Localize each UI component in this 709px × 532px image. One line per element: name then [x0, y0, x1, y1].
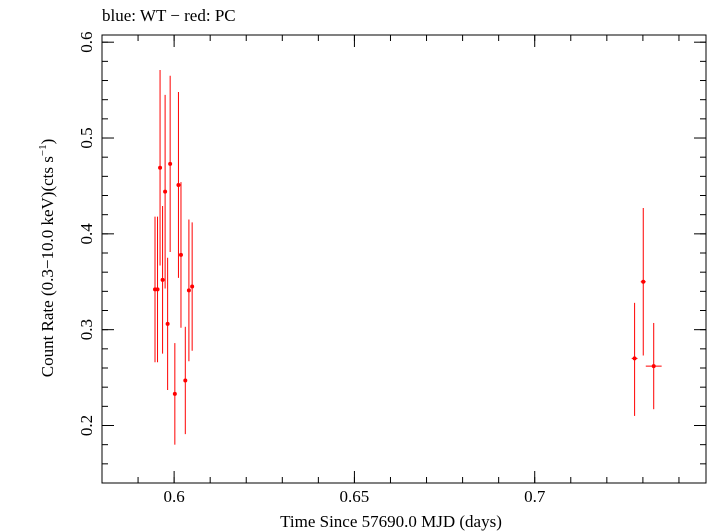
data-marker	[176, 182, 181, 187]
x-tick-label: 0.65	[340, 487, 370, 506]
x-tick-label: 0.7	[524, 487, 546, 506]
data-point	[163, 94, 168, 289]
data-point	[640, 207, 646, 356]
x-axis-label: Time Since 57690.0 MJD (days)	[280, 512, 502, 531]
data-point	[190, 222, 195, 351]
data-marker	[641, 279, 646, 284]
data-marker	[158, 165, 163, 170]
data-marker	[163, 189, 168, 194]
y-tick-label: 0.4	[77, 223, 96, 245]
data-marker	[165, 321, 170, 326]
data-point	[168, 75, 173, 253]
data-marker	[172, 391, 177, 396]
y-axis-label-main: Count Rate (0.3−10.0 keV)(cts s	[38, 156, 57, 377]
x-tick-label: 0.6	[163, 487, 184, 506]
data-point	[172, 343, 177, 445]
data-marker	[160, 277, 165, 282]
data-point	[631, 302, 638, 416]
data-point	[186, 219, 191, 362]
data-marker	[186, 288, 191, 293]
data-point	[183, 326, 188, 435]
y-axis-label: Count Rate (0.3−10.0 keV)(cts s−1)	[37, 139, 57, 378]
data-marker	[155, 287, 160, 292]
y-axis-label-superscript: −1	[37, 144, 49, 156]
y-tick-label: 0.3	[77, 319, 96, 340]
data-point	[178, 182, 183, 328]
data-point	[160, 206, 165, 354]
data-marker	[632, 356, 637, 361]
axis-ticks	[101, 35, 706, 483]
axis-tick-labels: 0.6 0.65 0.7 0.2 0.3 0.4 0.5 0.6	[77, 32, 546, 506]
y-tick-label: 0.5	[77, 127, 96, 148]
data-point	[645, 322, 662, 410]
y-axis-label-close: )	[38, 139, 57, 145]
data-marker	[183, 378, 188, 383]
plot-frame	[101, 34, 707, 484]
data-marker	[168, 161, 173, 166]
data-point	[155, 216, 160, 363]
chart-title: blue: WT − red: PC	[102, 6, 236, 25]
y-tick-label: 0.2	[77, 415, 96, 436]
data-marker	[651, 364, 656, 369]
data-point	[165, 257, 170, 391]
data-point	[176, 92, 181, 278]
y-tick-label: 0.6	[77, 32, 96, 53]
data-marker	[190, 284, 195, 289]
data-points	[153, 69, 662, 445]
data-marker	[178, 252, 183, 257]
data-point	[158, 69, 163, 266]
